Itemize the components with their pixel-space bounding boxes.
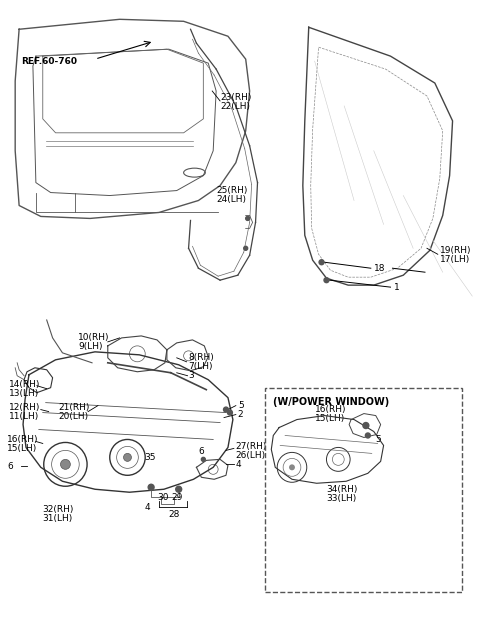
Text: 34(RH): 34(RH) (326, 485, 358, 494)
Text: 16(RH): 16(RH) (315, 405, 346, 414)
Circle shape (246, 216, 250, 221)
Text: 18: 18 (374, 264, 385, 273)
Text: 3: 3 (189, 372, 194, 380)
Circle shape (289, 464, 295, 470)
Circle shape (228, 410, 232, 415)
Text: 6: 6 (198, 447, 204, 456)
Circle shape (123, 453, 132, 462)
Text: 28: 28 (169, 510, 180, 519)
FancyBboxPatch shape (265, 387, 462, 592)
Circle shape (60, 460, 71, 469)
Text: 9(LH): 9(LH) (78, 342, 103, 351)
Text: 35: 35 (144, 453, 156, 462)
Text: 17(LH): 17(LH) (440, 255, 470, 264)
Circle shape (244, 247, 248, 250)
Text: 32(RH): 32(RH) (43, 505, 74, 514)
Text: 25(RH): 25(RH) (216, 186, 248, 195)
Text: 4: 4 (144, 503, 150, 512)
Text: 5: 5 (376, 435, 382, 444)
Circle shape (324, 278, 329, 283)
Text: 24(LH): 24(LH) (216, 195, 246, 204)
Text: 2: 2 (238, 410, 243, 419)
Text: 15(LH): 15(LH) (7, 444, 37, 453)
Text: 29: 29 (172, 493, 183, 501)
Text: 5: 5 (238, 401, 243, 410)
Circle shape (363, 422, 369, 429)
Text: (W/POWER WINDOW): (W/POWER WINDOW) (273, 397, 390, 406)
Text: 16(RH): 16(RH) (7, 435, 39, 444)
Text: 23(RH): 23(RH) (220, 93, 252, 103)
Text: 15(LH): 15(LH) (315, 414, 345, 423)
Circle shape (224, 407, 228, 412)
Text: 20(LH): 20(LH) (59, 412, 89, 421)
Circle shape (176, 486, 181, 492)
Text: 22(LH): 22(LH) (220, 103, 250, 112)
Circle shape (365, 433, 370, 438)
Text: 6: 6 (7, 462, 13, 471)
Text: 27(RH): 27(RH) (236, 442, 267, 451)
Circle shape (148, 484, 154, 490)
Text: 12(RH): 12(RH) (9, 403, 41, 412)
Text: 26(LH): 26(LH) (236, 451, 266, 460)
Text: 13(LH): 13(LH) (9, 389, 39, 398)
Text: 19(RH): 19(RH) (440, 246, 471, 255)
Text: 11(LH): 11(LH) (9, 412, 39, 421)
Circle shape (319, 260, 324, 265)
Text: 8(RH): 8(RH) (189, 353, 214, 362)
Text: 31(LH): 31(LH) (43, 514, 73, 522)
Text: 21(RH): 21(RH) (59, 403, 90, 412)
Circle shape (202, 457, 205, 462)
Text: 14(RH): 14(RH) (9, 380, 41, 389)
Text: 33(LH): 33(LH) (326, 494, 357, 503)
Text: 4: 4 (236, 460, 241, 469)
Text: 10(RH): 10(RH) (78, 333, 110, 342)
Text: 7(LH): 7(LH) (189, 362, 213, 372)
Text: 1: 1 (394, 283, 399, 292)
Text: REF.60-760: REF.60-760 (21, 56, 77, 66)
Text: 30: 30 (157, 493, 168, 501)
